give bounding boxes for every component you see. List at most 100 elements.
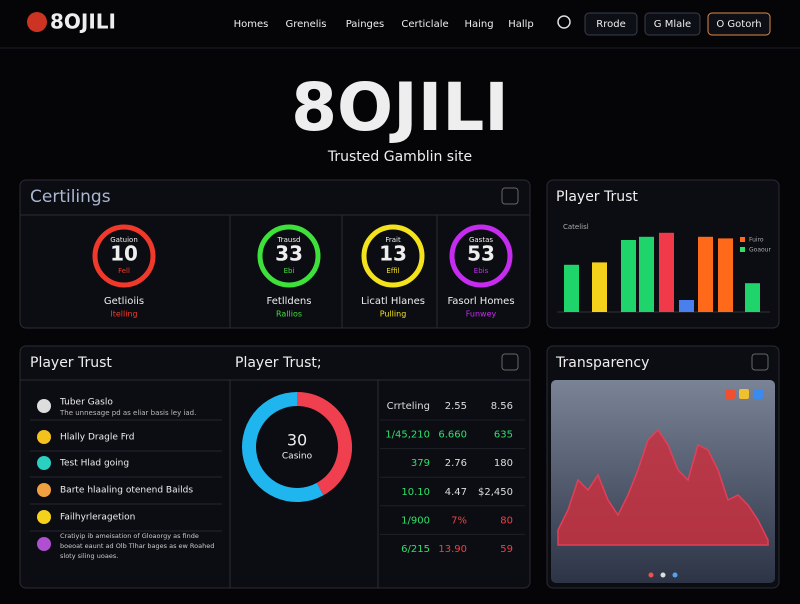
nav-link[interactable]: Haing — [464, 19, 493, 30]
bar — [718, 238, 733, 312]
nav-button-label[interactable]: G Mlale — [654, 19, 691, 30]
table-cell: 2.76 — [445, 458, 467, 469]
legend-label: Fuiro — [749, 237, 764, 244]
nav-button[interactable] — [584, 12, 638, 36]
gauge-value: 10 — [110, 242, 138, 266]
list-icon — [37, 456, 51, 470]
gauge-value: 33 — [275, 242, 303, 266]
table-cell: 13.90 — [438, 544, 467, 555]
nav-button[interactable] — [707, 12, 771, 36]
donut-label: Casino — [282, 452, 313, 462]
list-icon — [37, 483, 51, 497]
nav-button-label[interactable]: Rrode — [596, 19, 625, 30]
gauge-status: Itelling — [110, 310, 137, 319]
list-icon — [37, 510, 51, 524]
chart-label: Catelisl — [563, 223, 589, 231]
gauge-status: Rallios — [276, 310, 302, 319]
table-cell: 379 — [411, 458, 430, 469]
table-cell: 80 — [500, 515, 513, 526]
nav-link[interactable]: Painges — [346, 19, 385, 30]
list-item[interactable]: Failhyrleragetion — [60, 513, 135, 523]
bar — [592, 262, 607, 312]
donut-segment — [242, 392, 324, 502]
search-icon[interactable] — [557, 15, 571, 29]
panel-title: Player Trust — [556, 189, 638, 205]
bar — [621, 240, 636, 312]
gauge-value: 53 — [467, 242, 495, 266]
gauge-ring — [92, 224, 156, 288]
nav-button-label[interactable]: O Gotorh — [716, 19, 761, 30]
donut-value: 30 — [287, 431, 307, 450]
list-item[interactable]: Hlally Dragle Frd — [60, 433, 135, 443]
panel — [19, 345, 531, 589]
bar — [639, 236, 654, 312]
table-cell: 1/900 — [401, 515, 430, 526]
nav-link[interactable]: Certiclale — [401, 19, 448, 30]
pager-dot[interactable] — [660, 572, 666, 578]
table-cell: 180 — [494, 458, 513, 469]
list-icon — [37, 430, 51, 444]
panel-title: Transparency — [555, 355, 649, 371]
panel-title: Player Trust; — [235, 355, 322, 371]
table-cell: $2,450 — [478, 487, 513, 498]
panel — [19, 179, 531, 329]
gauge-top: Gatuion — [110, 236, 138, 244]
list-item[interactable]: Barte hlaaling otenend Bailds — [60, 486, 193, 496]
legend-swatch — [740, 247, 745, 252]
gauge-top: Trausd — [277, 236, 301, 244]
list-item[interactable]: Test Hlad going — [59, 459, 129, 469]
table-cell: 59 — [500, 544, 513, 555]
nav-button[interactable] — [644, 12, 701, 36]
gauge-status: Funwey — [466, 310, 497, 319]
nav-link[interactable]: Grenelis — [285, 19, 326, 30]
bar — [745, 283, 760, 312]
table-cell: Crrteling — [387, 401, 430, 412]
panel-title: Certilings — [30, 187, 111, 207]
logo — [27, 12, 47, 32]
list-note: sloty siling uoaes. — [60, 552, 118, 560]
table-cell: 7% — [451, 515, 467, 526]
legend-label: Goaour — [749, 247, 771, 254]
gauge-name: Licatl Hlanes — [361, 296, 425, 307]
chart-control[interactable] — [725, 389, 735, 399]
gauge-top: Gastas — [469, 236, 493, 244]
nav-link[interactable]: Homes — [234, 19, 269, 30]
table-cell: 10.10 — [401, 487, 430, 498]
chart-control[interactable] — [739, 389, 749, 399]
panel-icon[interactable] — [751, 353, 769, 371]
panel-title: Player Trust — [30, 355, 112, 371]
chart-control[interactable] — [753, 389, 763, 399]
area — [557, 428, 769, 546]
gauge-ring — [257, 224, 321, 288]
gauge-sub: Fell — [118, 267, 130, 275]
panel-icon[interactable] — [501, 353, 519, 371]
panel-icon[interactable] — [501, 187, 519, 205]
list-icon — [37, 537, 51, 551]
nav-link[interactable]: Hallp — [508, 19, 534, 30]
table-cell: 8.56 — [491, 401, 513, 412]
gauge-ring — [449, 224, 513, 288]
bar — [659, 232, 674, 312]
hero-subtitle: Trusted Gamblin site — [327, 149, 472, 165]
brand: 8OJILI — [50, 10, 116, 34]
pager-dot[interactable] — [672, 572, 678, 578]
list-item[interactable]: Tuber Gaslo — [59, 398, 113, 408]
gauge-status: Pulling — [380, 310, 407, 319]
legend-swatch — [740, 237, 745, 242]
table-cell: 4.47 — [445, 487, 467, 498]
list-note: Cratiyip ib ameisation of Gloaorgy as fi… — [60, 532, 199, 540]
bar — [679, 300, 694, 312]
gauge-sub: Effil — [386, 267, 399, 275]
list-icon — [37, 399, 51, 413]
bar — [564, 264, 579, 312]
table-cell: 6/215 — [401, 544, 430, 555]
list-note: boeoat eaunt ad Olb Tlhar bages as ew Ro… — [60, 542, 214, 550]
gauge-name: Fetlldens — [267, 296, 312, 307]
table-cell: 1/45,210 — [385, 430, 430, 441]
pager-dot[interactable] — [648, 572, 654, 578]
table-cell: 2.55 — [445, 401, 467, 412]
list-desc: The unnesage pd as eliar basis ley iad. — [59, 409, 196, 417]
gauge-ring — [361, 224, 425, 288]
table-cell: 6.660 — [438, 430, 467, 441]
